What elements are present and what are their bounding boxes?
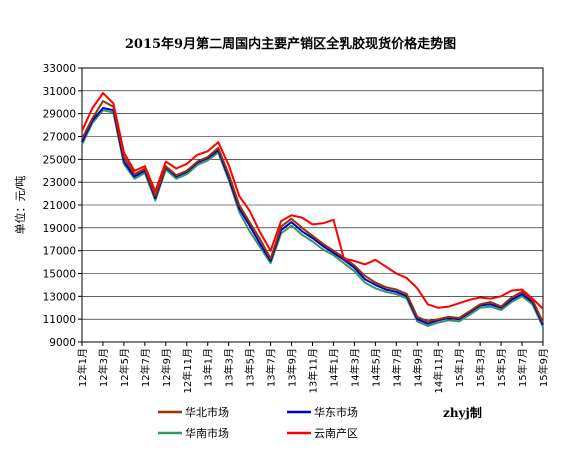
y-axis-label: 单位：元/吨 <box>13 176 27 235</box>
legend-label: 华南市场 <box>185 426 229 440</box>
y-tick-label: 27000 <box>43 132 76 144</box>
x-tick-label: 13年11月 <box>307 348 320 393</box>
x-tick-label: 14年1月 <box>327 348 340 387</box>
y-tick-label: 19000 <box>43 223 76 235</box>
x-tick-label: 15年7月 <box>516 348 529 387</box>
x-tick-label: 15年1月 <box>453 348 466 387</box>
y-tick-label: 23000 <box>43 177 76 189</box>
y-tick-label: 11000 <box>43 314 76 326</box>
y-tick-label: 17000 <box>43 246 76 258</box>
x-tick-label: 13年9月 <box>286 348 299 387</box>
x-tick-label: 14年9月 <box>411 348 424 387</box>
legend-label: 华东市场 <box>314 405 358 419</box>
y-tick-label: 33000 <box>43 63 76 75</box>
legend-label: 云南产区 <box>314 426 358 440</box>
x-tick-label: 12年1月 <box>76 348 89 387</box>
x-tick-label: 13年3月 <box>223 348 236 387</box>
x-axis: 12年1月 12年3月 12年5月 12年7月 12年9月 12年11月 13年1月 13年3… <box>76 342 550 393</box>
chart-title: 2015年9月第二周国内主要产销区全乳胶现货价格走势图 <box>124 37 457 52</box>
x-tick-label: 12年5月 <box>118 348 131 387</box>
x-tick-label: 12年7月 <box>139 348 152 387</box>
x-tick-label: 15年5月 <box>495 348 508 387</box>
series-line-4 <box>81 92 544 310</box>
legend-label: 华北市场 <box>185 405 229 419</box>
y-tick-label: 9000 <box>49 337 76 349</box>
y-tick-label: 29000 <box>43 109 76 121</box>
x-tick-label: 13年5月 <box>244 348 257 387</box>
credit-text: zhyj制 <box>443 405 482 420</box>
grid <box>82 90 543 320</box>
series-lines <box>81 92 544 328</box>
y-axis: 9000 11000 13000 15000 17000 19000 21000 23000 2… <box>43 63 82 349</box>
y-tick-label: 13000 <box>43 291 76 303</box>
x-tick-label: 14年5月 <box>369 348 382 387</box>
series-line-2 <box>81 107 544 326</box>
x-tick-label: 13年7月 <box>265 348 278 387</box>
x-tick-label: 12年3月 <box>97 348 110 387</box>
x-tick-label: 14年11月 <box>432 348 445 393</box>
x-tick-label: 14年7月 <box>390 348 403 387</box>
x-tick-label: 13年1月 <box>202 348 215 387</box>
series-line-3 <box>81 109 544 328</box>
y-tick-label: 15000 <box>43 269 76 281</box>
series-line-1 <box>81 100 544 324</box>
x-tick-label: 15年3月 <box>474 348 487 387</box>
x-tick-label: 14年3月 <box>348 348 361 387</box>
x-tick-label: 15年9月 <box>537 348 550 387</box>
x-tick-label: 12年9月 <box>160 348 173 387</box>
y-tick-label: 31000 <box>43 86 76 98</box>
x-tick-label: 12年11月 <box>181 348 194 393</box>
y-tick-label: 21000 <box>43 200 76 212</box>
y-tick-label: 25000 <box>43 154 76 166</box>
